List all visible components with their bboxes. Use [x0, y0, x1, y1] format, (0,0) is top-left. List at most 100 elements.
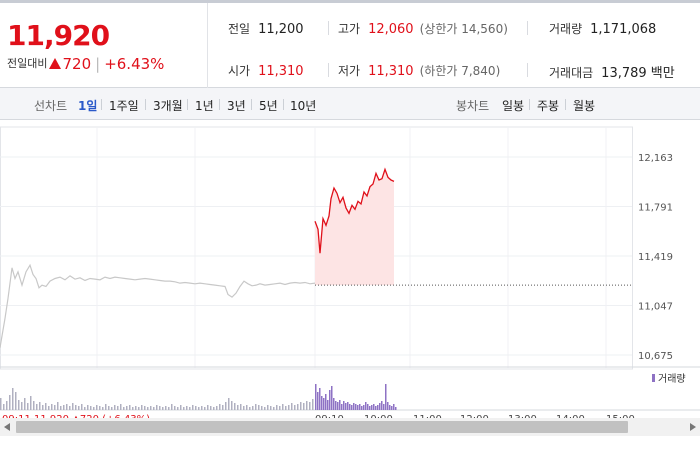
- volume-bar-previous: [66, 404, 68, 410]
- volume-bar-previous: [231, 401, 233, 410]
- volume-bar-previous: [177, 407, 179, 410]
- volume-bar-previous: [60, 406, 62, 410]
- volume-bar-previous: [300, 402, 302, 410]
- volume-bar-previous: [252, 406, 254, 410]
- volume-bar-previous: [267, 405, 269, 410]
- volume-bar-previous: [141, 405, 143, 410]
- tab-3year[interactable]: 3년: [227, 99, 246, 113]
- tab-separator: [529, 99, 530, 110]
- volume-bar-previous: [240, 404, 242, 410]
- volume-bar-today: [351, 405, 353, 410]
- tab-1day[interactable]: 1일: [78, 99, 98, 113]
- volume-bar-previous: [159, 406, 161, 410]
- volume-bar-previous: [168, 407, 170, 410]
- volume-bar-previous: [198, 407, 200, 410]
- volume-bar-previous: [129, 405, 131, 410]
- volume-bar-previous: [291, 403, 293, 410]
- volume-bar-previous: [126, 406, 128, 410]
- volume-bar-today: [335, 401, 337, 410]
- volume-bar-today: [319, 388, 321, 410]
- volume-bar-previous: [237, 405, 239, 410]
- volume-bar-today: [369, 406, 371, 410]
- volume-bar-previous: [222, 405, 224, 410]
- stat-open: 시가 11,310: [228, 64, 304, 79]
- volume-bar-previous: [84, 407, 86, 410]
- volume-bar-previous: [111, 407, 113, 410]
- change-label: 전일대비: [7, 57, 48, 70]
- scrollbar-thumb[interactable]: [16, 421, 628, 433]
- stat-prev-close: 전일 11,200: [228, 22, 304, 37]
- volume-bar-today: [337, 402, 339, 410]
- volume-bar-previous: [36, 404, 38, 410]
- volume-bar-today: [357, 405, 359, 410]
- volume-bar-previous: [45, 403, 47, 410]
- candle-chart-title: 봉차트: [456, 99, 490, 113]
- volume-bar-today: [377, 405, 379, 410]
- volume-bar-previous: [63, 405, 65, 410]
- volume-bar-today: [383, 404, 385, 410]
- volume-bar-previous: [153, 407, 155, 410]
- volume-bar-previous: [174, 406, 176, 410]
- volume-legend-label: 거래량: [658, 373, 686, 385]
- volume-bar-previous: [135, 406, 137, 410]
- volume-bar-today: [331, 386, 333, 410]
- volume-bar-previous: [216, 406, 218, 410]
- volume-bar-previous: [87, 405, 89, 410]
- stat-divider: [328, 21, 329, 35]
- volume-bar-previous: [306, 401, 308, 410]
- series-today-session: [314, 167, 395, 254]
- volume-bar-today: [327, 400, 329, 410]
- volume-bar-today: [347, 402, 349, 410]
- volume-bar-previous: [69, 406, 71, 410]
- tab-1year[interactable]: 1년: [195, 99, 214, 113]
- volume-bar-previous: [33, 401, 35, 410]
- volume-bar-previous: [6, 401, 8, 410]
- tab-monthly-candle[interactable]: 월봉: [573, 99, 596, 113]
- volume-bar-today: [333, 398, 335, 410]
- tab-daily-candle[interactable]: 일봉: [502, 99, 525, 113]
- volume-bar-previous: [258, 405, 260, 410]
- volume-bar-previous: [21, 402, 23, 410]
- volume-bar-today: [395, 407, 397, 410]
- volume-bar-previous: [246, 405, 248, 410]
- volume-bar-previous: [99, 406, 101, 410]
- volume-bar-today: [321, 396, 323, 410]
- volume-bar-previous: [303, 403, 305, 410]
- tab-1week[interactable]: 1주일: [109, 99, 139, 113]
- volume-bar-today: [385, 384, 387, 410]
- stat-high: 고가 12,060 (상한가 14,560): [338, 22, 508, 37]
- volume-bar-previous: [189, 407, 191, 410]
- change-amount: 720: [62, 55, 92, 73]
- volume-bar-today: [349, 404, 351, 410]
- volume-bar-today: [323, 398, 325, 410]
- volume-bar-previous: [180, 405, 182, 410]
- tab-weekly-candle[interactable]: 주봉: [537, 99, 560, 113]
- scroll-right-arrow-icon[interactable]: [690, 423, 696, 431]
- volume-bar-today: [379, 403, 381, 410]
- volume-bar-previous: [213, 407, 215, 410]
- volume-bar-previous: [243, 406, 245, 410]
- volume-bar-previous: [51, 404, 53, 410]
- volume-bar-today: [361, 406, 363, 410]
- volume-bar-today: [381, 401, 383, 410]
- tab-10year[interactable]: 10년: [290, 99, 317, 113]
- volume-bar-previous: [108, 406, 110, 410]
- volume-bar-previous: [201, 406, 203, 410]
- volume-bar-previous: [114, 405, 116, 410]
- volume-bar-previous: [102, 407, 104, 410]
- volume-bar-today: [355, 404, 357, 410]
- volume-bar-previous: [171, 404, 173, 410]
- volume-bar-today: [373, 404, 375, 410]
- tab-3month[interactable]: 3개월: [153, 99, 183, 113]
- volume-legend-swatch: [652, 374, 655, 382]
- tab-5year[interactable]: 5년: [259, 99, 278, 113]
- volume-bar-previous: [156, 405, 158, 410]
- volume-bar-previous: [27, 403, 29, 410]
- volume-bar-previous: [18, 400, 20, 410]
- plot-area: [0, 126, 633, 370]
- scroll-left-arrow-icon[interactable]: [4, 423, 10, 431]
- volume-bar-today: [393, 404, 395, 410]
- volume-bar-previous: [192, 405, 194, 410]
- volume-bar-today: [315, 384, 317, 410]
- y-tick-label: 11,791: [638, 203, 673, 214]
